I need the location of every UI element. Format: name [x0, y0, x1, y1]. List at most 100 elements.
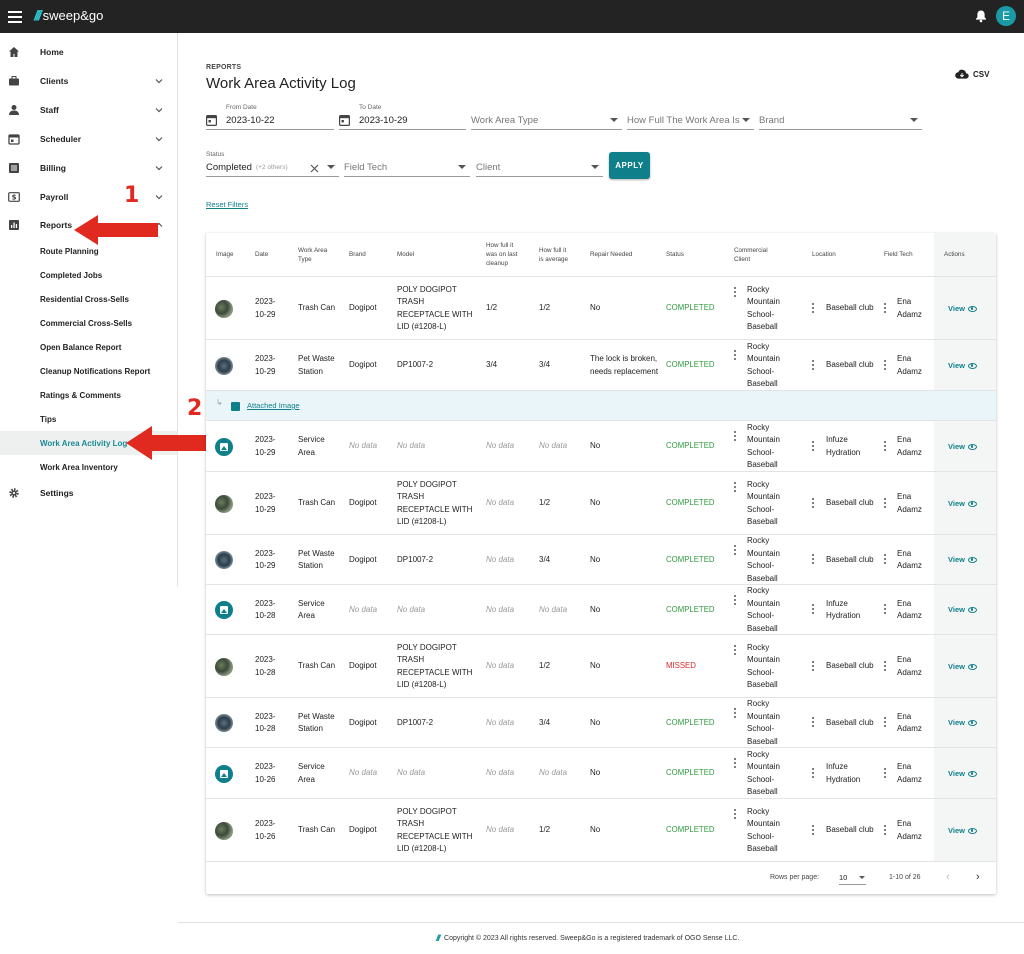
sidebar-item-settings[interactable]: Settings	[0, 480, 177, 506]
client-more-icon[interactable]	[734, 645, 737, 656]
work-area-thumbnail[interactable]	[215, 357, 233, 375]
tech-more-icon[interactable]	[884, 825, 887, 836]
location-more-icon[interactable]	[812, 303, 815, 314]
tech-more-icon[interactable]	[884, 303, 887, 314]
sidebar-subitem-route-planning[interactable]: Route Planning	[0, 239, 177, 263]
sidebar-item-billing[interactable]: Billing	[0, 155, 177, 181]
work-area-type-value: Service Area	[298, 435, 325, 457]
work-area-thumbnail[interactable]	[215, 822, 233, 840]
status-select[interactable]: Status Completed (+2 others)	[206, 151, 339, 177]
date-value-cell: 2023-10-29	[255, 535, 285, 585]
work-area-thumbnail[interactable]	[215, 495, 233, 513]
image-placeholder-icon[interactable]	[215, 438, 233, 456]
model-value-cell: No data	[397, 421, 477, 472]
location-more-icon[interactable]	[812, 498, 815, 509]
rows-per-page-select[interactable]: 10	[839, 871, 866, 885]
work-area-thumbnail[interactable]	[215, 551, 233, 569]
sidebar-subitem-completed-jobs[interactable]: Completed Jobs	[0, 263, 177, 287]
client-more-icon[interactable]	[734, 809, 737, 820]
sidebar-subitem-work-area-inventory[interactable]: Work Area Inventory	[0, 455, 177, 479]
reset-filters-link[interactable]: Reset Filters	[206, 200, 249, 209]
sidebar-item-reports[interactable]: Reports	[0, 212, 177, 238]
sidebar-item-staff[interactable]: Staff	[0, 97, 177, 123]
tech-more-icon[interactable]	[884, 441, 887, 452]
view-button[interactable]: View	[948, 555, 977, 564]
client-more-icon[interactable]	[734, 482, 737, 493]
how-full-select[interactable]: How Full The Work Area Is	[627, 104, 754, 130]
location-more-icon[interactable]	[812, 768, 815, 779]
client-more-icon[interactable]	[734, 287, 737, 298]
notifications-bell-icon[interactable]	[974, 9, 988, 23]
work-area-thumbnail[interactable]	[215, 714, 233, 732]
to-date-field[interactable]: To Date 2023-10-29	[339, 104, 466, 130]
brand-placeholder: Brand	[759, 115, 785, 126]
sidebar-item-scheduler[interactable]: Scheduler	[0, 126, 177, 152]
sidebar-subitem-residential-cross-sells[interactable]: Residential Cross-Sells	[0, 287, 177, 311]
user-avatar[interactable]: E	[996, 6, 1016, 26]
annotation-arrow-1	[74, 215, 158, 245]
tech-more-icon[interactable]	[884, 604, 887, 615]
location-more-icon[interactable]	[812, 441, 815, 452]
sidebar-subitem-commercial-cross-sells[interactable]: Commercial Cross-Sells	[0, 311, 177, 335]
work-area-thumbnail[interactable]	[215, 300, 233, 318]
view-button[interactable]: View	[948, 304, 977, 313]
client-more-icon[interactable]	[734, 758, 737, 769]
location-more-icon[interactable]	[812, 717, 815, 728]
tech-more-icon[interactable]	[884, 768, 887, 779]
view-button[interactable]: View	[948, 662, 977, 671]
sidebar-subitem-cleanup-notifications-report[interactable]: Cleanup Notifications Report	[0, 359, 177, 383]
tech-more-icon[interactable]	[884, 554, 887, 565]
sidebar-subitem-ratings-comments[interactable]: Ratings & Comments	[0, 383, 177, 407]
client-select[interactable]: Client	[476, 151, 603, 177]
location-more-icon[interactable]	[812, 825, 815, 836]
location-more-icon[interactable]	[812, 360, 815, 371]
view-button[interactable]: View	[948, 718, 977, 727]
location-more-icon[interactable]	[812, 554, 815, 565]
location-more-icon[interactable]	[812, 604, 815, 615]
view-button[interactable]: View	[948, 442, 977, 451]
field-tech-select[interactable]: Field Tech	[344, 151, 470, 177]
client-more-icon[interactable]	[734, 595, 737, 606]
caret-down-icon	[742, 118, 750, 122]
tech-more-icon[interactable]	[884, 498, 887, 509]
image-placeholder-icon[interactable]	[215, 765, 233, 783]
view-button[interactable]: View	[948, 499, 977, 508]
location-value-cell: Baseball club	[826, 277, 880, 340]
sidebar-item-payroll[interactable]: $ Payroll	[0, 184, 177, 210]
client-more-icon[interactable]	[734, 431, 737, 442]
view-button[interactable]: View	[948, 605, 977, 614]
sidebar-item-clients[interactable]: Clients	[0, 68, 177, 94]
app-logo[interactable]: /// sweep&go	[34, 7, 103, 23]
sidebar-item-label: Billing	[40, 163, 66, 173]
client-more-icon[interactable]	[734, 545, 737, 556]
sidebar-subitem-open-balance-report[interactable]: Open Balance Report	[0, 335, 177, 359]
work-area-type-select[interactable]: Work Area Type	[471, 104, 622, 130]
brand-select[interactable]: Brand	[759, 104, 922, 130]
view-button[interactable]: View	[948, 769, 977, 778]
client-more-icon[interactable]	[734, 350, 737, 361]
field-tech-value: Ena Adamz	[897, 655, 922, 677]
brand-value: Dogipot	[349, 360, 377, 370]
image-placeholder-icon[interactable]	[215, 601, 233, 619]
chevron-left-icon[interactable]: ‹	[946, 871, 950, 883]
chevron-right-icon[interactable]: ›	[976, 871, 980, 883]
clear-icon[interactable]	[310, 164, 319, 173]
client-more-icon[interactable]	[734, 708, 737, 719]
view-button[interactable]: View	[948, 361, 977, 370]
apply-button[interactable]: APPLY	[609, 152, 650, 179]
sidebar-subitem-tips[interactable]: Tips	[0, 407, 177, 431]
attached-image-link[interactable]: Attached Image	[247, 401, 300, 410]
caret-down-icon	[591, 165, 599, 169]
view-button[interactable]: View	[948, 826, 977, 835]
tech-more-icon[interactable]	[884, 360, 887, 371]
tech-more-icon[interactable]	[884, 661, 887, 672]
from-date-field[interactable]: From Date 2023-10-22	[206, 104, 334, 130]
hamburger-menu-icon[interactable]	[8, 8, 22, 24]
sidebar-item-home[interactable]: Home	[0, 39, 177, 65]
location-value-cell: Infuze Hydration	[826, 748, 880, 799]
work-area-thumbnail[interactable]	[215, 658, 233, 676]
location-more-icon[interactable]	[812, 661, 815, 672]
status-value: Completed	[206, 162, 252, 173]
tech-more-icon[interactable]	[884, 717, 887, 728]
csv-export-button[interactable]: CSV	[955, 69, 989, 80]
